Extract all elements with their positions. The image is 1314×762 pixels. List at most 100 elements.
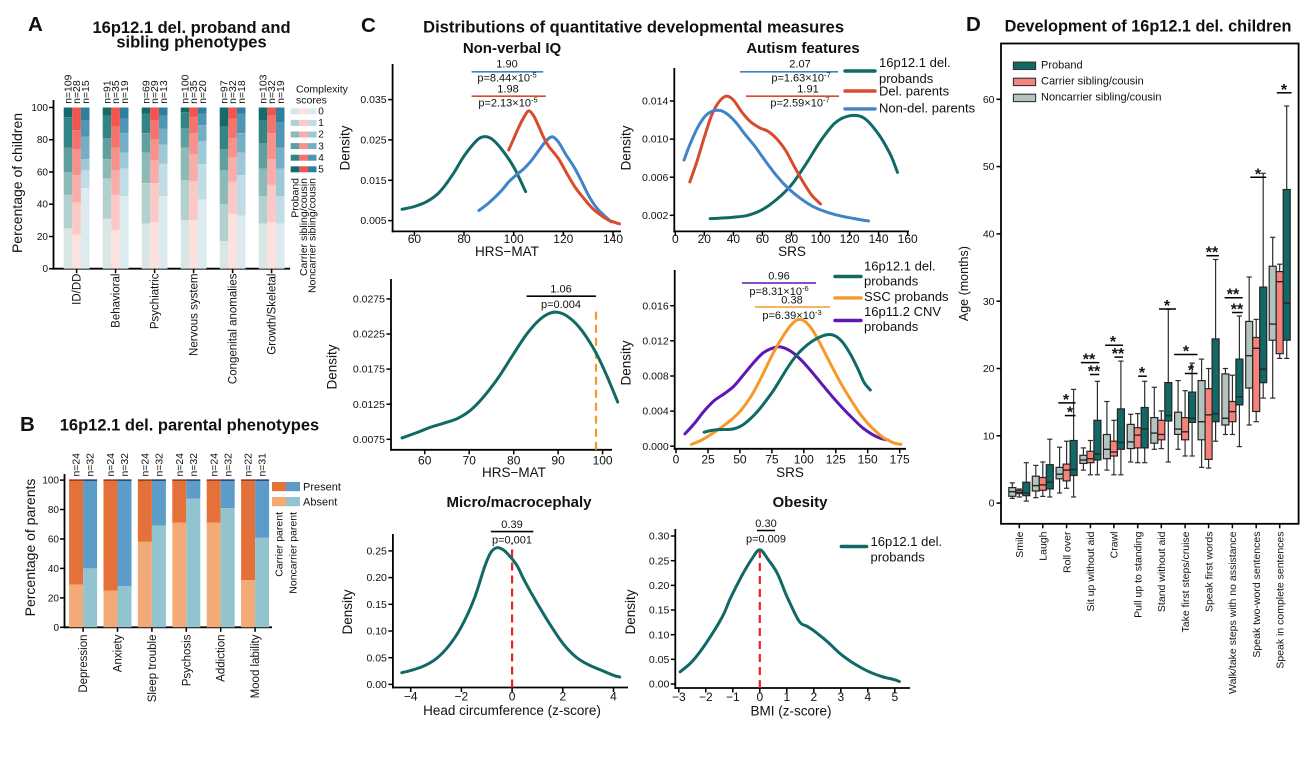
svg-text:0.016: 0.016 — [642, 300, 668, 312]
svg-text:Pull up to standing: Pull up to standing — [1133, 531, 1145, 618]
svg-text:0.00: 0.00 — [366, 679, 387, 691]
svg-text:80: 80 — [48, 505, 60, 516]
svg-text:0.0275: 0.0275 — [353, 294, 385, 306]
svg-text:n=69: n=69 — [142, 80, 153, 104]
svg-text:10: 10 — [983, 430, 995, 442]
svg-text:60: 60 — [408, 232, 422, 246]
svg-text:4: 4 — [318, 153, 324, 164]
svg-text:Density: Density — [623, 589, 638, 634]
svg-text:16p12.1 del.: 16p12.1 del. — [879, 55, 951, 70]
svg-text:p=8.31×10-6: p=8.31×10-6 — [749, 284, 808, 298]
svg-text:Noncarrier sibling/cousin: Noncarrier sibling/cousin — [1041, 92, 1161, 104]
svg-text:4: 4 — [610, 690, 617, 704]
svg-text:HRS−MAT: HRS−MAT — [475, 244, 539, 259]
svg-text:n=24: n=24 — [175, 453, 186, 477]
svg-text:0.00: 0.00 — [649, 679, 670, 691]
svg-text:Depression: Depression — [78, 635, 90, 693]
svg-text:100: 100 — [504, 232, 524, 246]
svg-text:0.005: 0.005 — [360, 215, 386, 227]
svg-text:Noncarrier parent: Noncarrier parent — [288, 512, 300, 594]
svg-text:120: 120 — [553, 232, 573, 246]
svg-text:p=0.009: p=0.009 — [746, 534, 786, 546]
svg-text:p=0.001: p=0.001 — [492, 535, 532, 547]
svg-text:n=32: n=32 — [189, 453, 200, 477]
svg-text:Sleep trouble: Sleep trouble — [147, 635, 159, 703]
svg-text:0.38: 0.38 — [781, 295, 802, 307]
svg-text:BMI (z-score): BMI (z-score) — [751, 704, 832, 719]
svg-text:Speak in complete sentences: Speak in complete sentences — [1275, 532, 1287, 669]
svg-text:n=32: n=32 — [86, 453, 97, 477]
svg-text:0: 0 — [42, 264, 48, 275]
svg-text:Carrier sibling/cousin: Carrier sibling/cousin — [1041, 76, 1144, 88]
svg-text:100: 100 — [593, 454, 613, 468]
svg-text:5: 5 — [318, 165, 324, 176]
svg-text:n=15: n=15 — [81, 80, 92, 104]
svg-text:175: 175 — [890, 453, 910, 467]
svg-text:50: 50 — [733, 453, 747, 467]
svg-text:−2: −2 — [455, 690, 469, 704]
svg-text:n=97: n=97 — [220, 80, 231, 104]
svg-text:probands: probands — [864, 319, 919, 334]
svg-text:4: 4 — [864, 690, 871, 704]
svg-text:1: 1 — [318, 118, 324, 129]
svg-text:Laugh: Laugh — [1038, 531, 1050, 560]
svg-text:p=1.63×10-7: p=1.63×10-7 — [771, 71, 830, 85]
svg-text:60: 60 — [48, 535, 60, 546]
svg-text:0.0075: 0.0075 — [353, 434, 385, 446]
svg-text:Distributions of quantitative: Distributions of quantitative developmen… — [423, 19, 844, 37]
svg-text:Density: Density — [619, 340, 634, 385]
svg-text:0: 0 — [672, 232, 679, 246]
svg-text:p=6.39×10-3: p=6.39×10-3 — [762, 308, 821, 322]
svg-text:Non-del. parents: Non-del. parents — [879, 101, 976, 116]
svg-text:60: 60 — [983, 94, 995, 106]
svg-text:Proband: Proband — [290, 178, 302, 218]
svg-text:Stand without aid: Stand without aid — [1156, 531, 1168, 612]
svg-text:0.96: 0.96 — [768, 271, 789, 283]
svg-text:Mood lability: Mood lability — [250, 634, 262, 698]
svg-text:SRS: SRS — [778, 244, 806, 259]
svg-text:*: * — [1110, 334, 1117, 351]
svg-text:*: * — [1164, 298, 1171, 315]
svg-text:50: 50 — [983, 161, 995, 173]
svg-text:Obesity: Obesity — [772, 494, 828, 511]
svg-text:0.15: 0.15 — [649, 605, 670, 617]
svg-text:n=91: n=91 — [103, 80, 114, 104]
svg-text:1: 1 — [783, 690, 790, 704]
svg-text:0.10: 0.10 — [649, 629, 670, 641]
svg-text:20: 20 — [698, 232, 712, 246]
svg-text:140: 140 — [869, 232, 889, 246]
svg-text:1.90: 1.90 — [496, 59, 517, 71]
svg-text:Roll over: Roll over — [1061, 531, 1073, 573]
svg-text:Take first steps/cruise: Take first steps/cruise — [1180, 531, 1192, 632]
svg-text:SRS: SRS — [776, 465, 804, 480]
svg-text:Anxiety: Anxiety — [113, 634, 125, 672]
svg-text:n=24: n=24 — [106, 453, 117, 477]
svg-text:n=32: n=32 — [120, 453, 131, 477]
svg-text:0.10: 0.10 — [366, 626, 387, 638]
svg-text:Density: Density — [619, 125, 634, 170]
svg-text:ID/DD: ID/DD — [72, 274, 84, 305]
svg-text:0: 0 — [53, 623, 59, 634]
svg-text:Density: Density — [338, 125, 353, 170]
svg-text:B: B — [20, 413, 35, 436]
svg-text:*: * — [1183, 344, 1190, 361]
svg-text:60: 60 — [756, 232, 770, 246]
svg-text:Speak first words: Speak first words — [1203, 532, 1215, 613]
svg-text:−4: −4 — [404, 690, 418, 704]
svg-text:n=24: n=24 — [141, 453, 152, 477]
svg-text:16p12.1 del. parental phenotyp: 16p12.1 del. parental phenotypes — [60, 417, 320, 435]
svg-text:20: 20 — [983, 363, 995, 375]
svg-text:p=2.59×10-7: p=2.59×10-7 — [770, 96, 829, 110]
svg-text:0.025: 0.025 — [360, 135, 386, 147]
svg-text:75: 75 — [765, 453, 779, 467]
svg-text:0.05: 0.05 — [649, 654, 670, 666]
svg-text:160: 160 — [898, 232, 918, 246]
svg-text:SSC probands: SSC probands — [864, 289, 949, 304]
svg-text:sibling phenotypes: sibling phenotypes — [116, 34, 266, 52]
svg-text:100: 100 — [42, 476, 59, 487]
svg-text:scores: scores — [296, 95, 327, 107]
svg-text:Speak two-word sentences: Speak two-word sentences — [1251, 532, 1263, 658]
svg-text:0.20: 0.20 — [366, 572, 387, 584]
svg-text:0.000: 0.000 — [642, 441, 668, 453]
svg-text:70: 70 — [463, 454, 477, 468]
